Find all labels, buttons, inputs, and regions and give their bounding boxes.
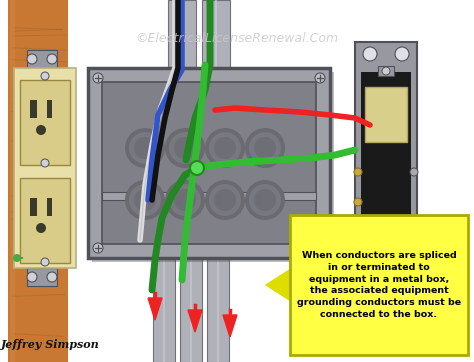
Circle shape — [125, 128, 165, 168]
Circle shape — [249, 184, 281, 216]
Bar — [10, 0, 15, 362]
Circle shape — [27, 54, 37, 64]
Bar — [355, 42, 417, 272]
Bar — [20, 178, 70, 263]
Circle shape — [214, 137, 236, 159]
Circle shape — [13, 254, 21, 262]
Circle shape — [93, 73, 103, 83]
Bar — [168, 0, 196, 80]
Circle shape — [209, 132, 241, 164]
Text: When conductors are spliced
in or terminated to
equipment in a metal box,
the as: When conductors are spliced in or termin… — [297, 251, 461, 319]
Circle shape — [125, 180, 165, 220]
Bar — [102, 192, 316, 200]
Circle shape — [254, 137, 276, 159]
Circle shape — [245, 128, 285, 168]
Circle shape — [209, 184, 241, 216]
Bar — [102, 192, 316, 200]
Bar — [47, 198, 52, 216]
Circle shape — [47, 54, 57, 64]
Circle shape — [174, 137, 196, 159]
Circle shape — [190, 161, 204, 175]
Circle shape — [129, 184, 161, 216]
Bar — [27, 268, 57, 286]
Circle shape — [363, 47, 377, 61]
Bar — [8, 0, 68, 362]
Circle shape — [245, 180, 285, 220]
Bar — [20, 80, 70, 165]
Circle shape — [169, 184, 201, 216]
Bar — [88, 68, 330, 258]
Polygon shape — [266, 267, 294, 303]
Circle shape — [354, 168, 362, 176]
Bar — [365, 87, 407, 142]
Circle shape — [169, 132, 201, 164]
Bar — [14, 68, 76, 268]
Bar — [27, 50, 57, 68]
Bar — [92, 72, 334, 262]
Polygon shape — [148, 298, 162, 320]
Circle shape — [41, 72, 49, 80]
Bar — [202, 0, 230, 70]
Circle shape — [93, 243, 103, 253]
Bar — [361, 72, 411, 242]
Circle shape — [205, 180, 245, 220]
Circle shape — [165, 128, 205, 168]
Text: ©ElectricalLicenseRenewal.Com: ©ElectricalLicenseRenewal.Com — [136, 31, 338, 45]
Circle shape — [214, 189, 236, 211]
Circle shape — [41, 159, 49, 167]
Circle shape — [315, 73, 325, 83]
Bar — [290, 215, 468, 355]
Circle shape — [205, 128, 245, 168]
Circle shape — [134, 189, 156, 211]
Circle shape — [134, 137, 156, 159]
Circle shape — [129, 132, 161, 164]
Bar — [180, 252, 202, 362]
Circle shape — [41, 258, 49, 266]
Circle shape — [165, 180, 205, 220]
Bar — [102, 82, 316, 244]
Circle shape — [354, 198, 362, 206]
Bar — [153, 252, 175, 362]
Circle shape — [382, 67, 390, 75]
Circle shape — [400, 249, 410, 259]
Polygon shape — [223, 315, 237, 337]
Text: Jeffrey Simpson: Jeffrey Simpson — [0, 340, 100, 350]
Circle shape — [249, 132, 281, 164]
Bar — [207, 252, 229, 362]
Circle shape — [174, 189, 196, 211]
Circle shape — [36, 125, 46, 135]
Bar — [102, 82, 316, 244]
Circle shape — [395, 47, 409, 61]
Circle shape — [254, 189, 276, 211]
Circle shape — [315, 243, 325, 253]
Circle shape — [27, 272, 37, 282]
Polygon shape — [188, 310, 202, 332]
Bar — [378, 66, 394, 76]
Bar — [30, 198, 37, 216]
Circle shape — [36, 223, 46, 233]
Circle shape — [362, 249, 372, 259]
Circle shape — [410, 168, 418, 176]
Circle shape — [381, 217, 391, 227]
Circle shape — [47, 272, 57, 282]
Bar — [30, 100, 37, 118]
Bar — [47, 100, 52, 118]
